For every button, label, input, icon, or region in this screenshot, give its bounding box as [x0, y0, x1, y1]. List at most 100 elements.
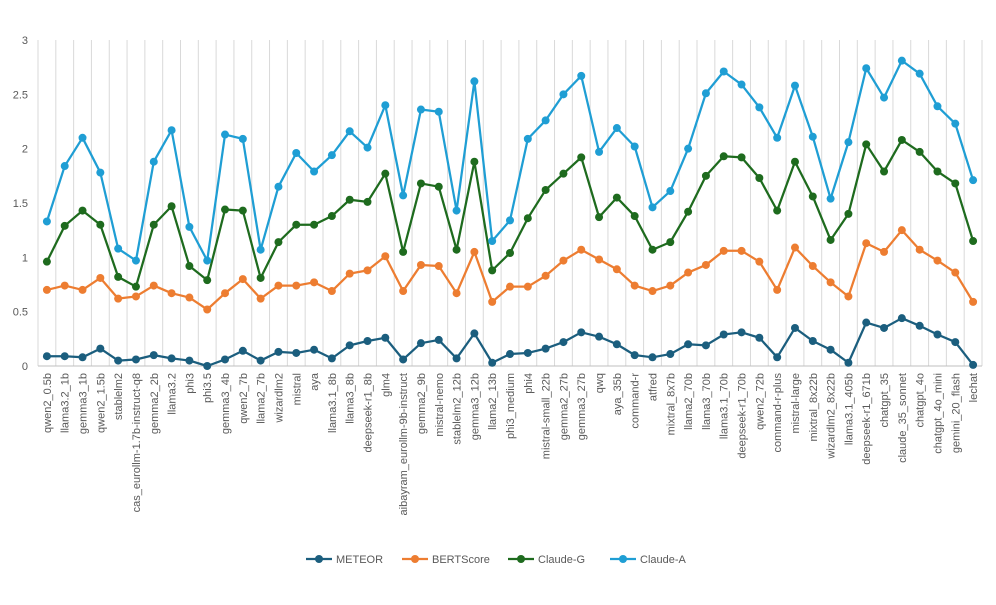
x-tick-label: llama3_70b	[701, 373, 713, 430]
x-axis: qwen2_0.5b llama3.2_1b gemma3_1b qwen2_1.5b…	[42, 372, 980, 515]
data-point-meteor	[684, 340, 693, 349]
data-point-bertscore	[541, 271, 550, 280]
x-tick-label: phi4	[523, 373, 535, 394]
data-point-claude-g	[434, 182, 443, 191]
data-point-claude-a	[612, 124, 621, 133]
legend: METEOR BERTScore Claude-G Claude-A	[306, 554, 687, 566]
data-point-claude-a	[60, 162, 69, 171]
data-point-bertscore	[167, 289, 176, 298]
x-tick-label: mixtral_8x22b	[808, 373, 820, 441]
data-point-meteor	[381, 333, 390, 342]
data-point-claude-a	[737, 80, 746, 89]
data-point-claude-g	[773, 206, 782, 215]
data-point-bertscore	[256, 294, 265, 303]
x-tick-label: deepseek-r1_671b	[861, 373, 873, 465]
data-point-bertscore	[915, 245, 924, 254]
x-tick-label: llama3.2	[167, 373, 179, 415]
data-point-claude-g	[808, 192, 817, 201]
y-tick-label: 2.5	[13, 89, 28, 101]
data-point-meteor	[60, 352, 69, 361]
data-point-bertscore	[719, 246, 728, 255]
data-point-bertscore	[612, 265, 621, 274]
legend-marker-claude-a	[619, 555, 627, 563]
x-tick-label: qwen2_7b	[238, 373, 250, 424]
data-point-claude-a	[666, 187, 675, 196]
data-point-bertscore	[327, 287, 336, 296]
data-point-meteor	[363, 337, 372, 346]
data-point-claude-g	[345, 195, 354, 204]
data-point-bertscore	[274, 281, 283, 290]
series-bertscore	[42, 226, 978, 314]
data-point-claude-g	[167, 202, 176, 211]
x-tick-label: llama2_70b	[683, 373, 695, 430]
data-point-meteor	[452, 354, 461, 363]
data-point-claude-g	[114, 272, 123, 281]
data-point-claude-a	[42, 217, 51, 226]
data-point-claude-g	[292, 220, 301, 229]
data-point-meteor	[167, 354, 176, 363]
data-point-claude-g	[506, 248, 514, 257]
data-point-bertscore	[42, 285, 51, 294]
data-point-claude-g	[719, 152, 728, 161]
data-point-bertscore	[737, 246, 746, 255]
data-point-claude-a	[648, 203, 657, 212]
legend-item-claude-g: Claude-G	[508, 554, 585, 566]
data-point-claude-g	[933, 167, 942, 176]
y-tick-label: 1.5	[13, 198, 28, 210]
data-point-meteor	[203, 362, 212, 370]
data-point-claude-a	[523, 134, 532, 143]
data-point-bertscore	[363, 266, 372, 275]
x-tick-label: mistral	[291, 373, 303, 405]
data-point-bertscore	[630, 281, 639, 290]
y-tick-label: 3	[22, 35, 28, 47]
data-point-meteor	[844, 358, 853, 367]
data-point-claude-a	[755, 103, 764, 112]
data-point-claude-a	[541, 116, 550, 125]
data-point-meteor	[897, 314, 906, 323]
data-point-meteor	[345, 341, 354, 350]
series-group	[42, 56, 978, 370]
legend-label-bertscore: BERTScore	[432, 554, 490, 566]
data-point-claude-g	[363, 197, 372, 206]
x-tick-label: gemma3_12b	[469, 373, 481, 440]
x-tick-label: llama3.2_1b	[60, 373, 72, 433]
x-tick-label: chatgpt_4o	[915, 373, 927, 427]
data-point-claude-g	[131, 282, 140, 291]
x-tick-label: mistral-small_22b	[541, 373, 553, 459]
data-point-claude-g	[684, 207, 693, 216]
data-point-meteor	[256, 356, 265, 365]
data-point-meteor	[808, 337, 817, 346]
data-point-claude-a	[826, 194, 835, 203]
x-tick-label: qwen2_72b	[754, 373, 766, 430]
data-point-bertscore	[577, 245, 586, 254]
data-point-bertscore	[506, 282, 514, 291]
data-point-claude-a	[345, 127, 354, 136]
x-tick-label: aya_35b	[612, 373, 624, 415]
data-point-claude-g	[96, 220, 105, 229]
x-tick-label: gemma3_27b	[576, 373, 588, 440]
x-tick-label: wizardlm2_8x22b	[826, 373, 838, 460]
data-point-claude-a	[506, 216, 514, 225]
data-point-claude-g	[488, 266, 497, 275]
data-point-bertscore	[969, 297, 978, 306]
data-point-bertscore	[185, 293, 194, 302]
data-point-meteor	[470, 329, 479, 338]
x-tick-label: lechat	[968, 373, 980, 402]
x-tick-label: gemma3_4b	[220, 373, 232, 434]
data-point-bertscore	[862, 239, 871, 248]
x-tick-label: deepseek-r1_8b	[363, 373, 375, 453]
data-point-bertscore	[452, 289, 461, 298]
data-point-meteor	[612, 340, 621, 349]
data-point-meteor	[42, 352, 51, 361]
data-point-claude-g	[790, 157, 799, 166]
data-point-claude-g	[42, 257, 51, 266]
data-point-bertscore	[933, 256, 942, 265]
data-point-claude-a	[221, 130, 230, 139]
data-point-bertscore	[203, 305, 212, 314]
data-point-claude-g	[737, 153, 746, 162]
data-point-bertscore	[221, 289, 230, 298]
series-meteor	[42, 314, 978, 370]
data-point-claude-g	[310, 220, 319, 229]
data-point-bertscore	[808, 262, 817, 271]
data-point-bertscore	[826, 278, 835, 287]
